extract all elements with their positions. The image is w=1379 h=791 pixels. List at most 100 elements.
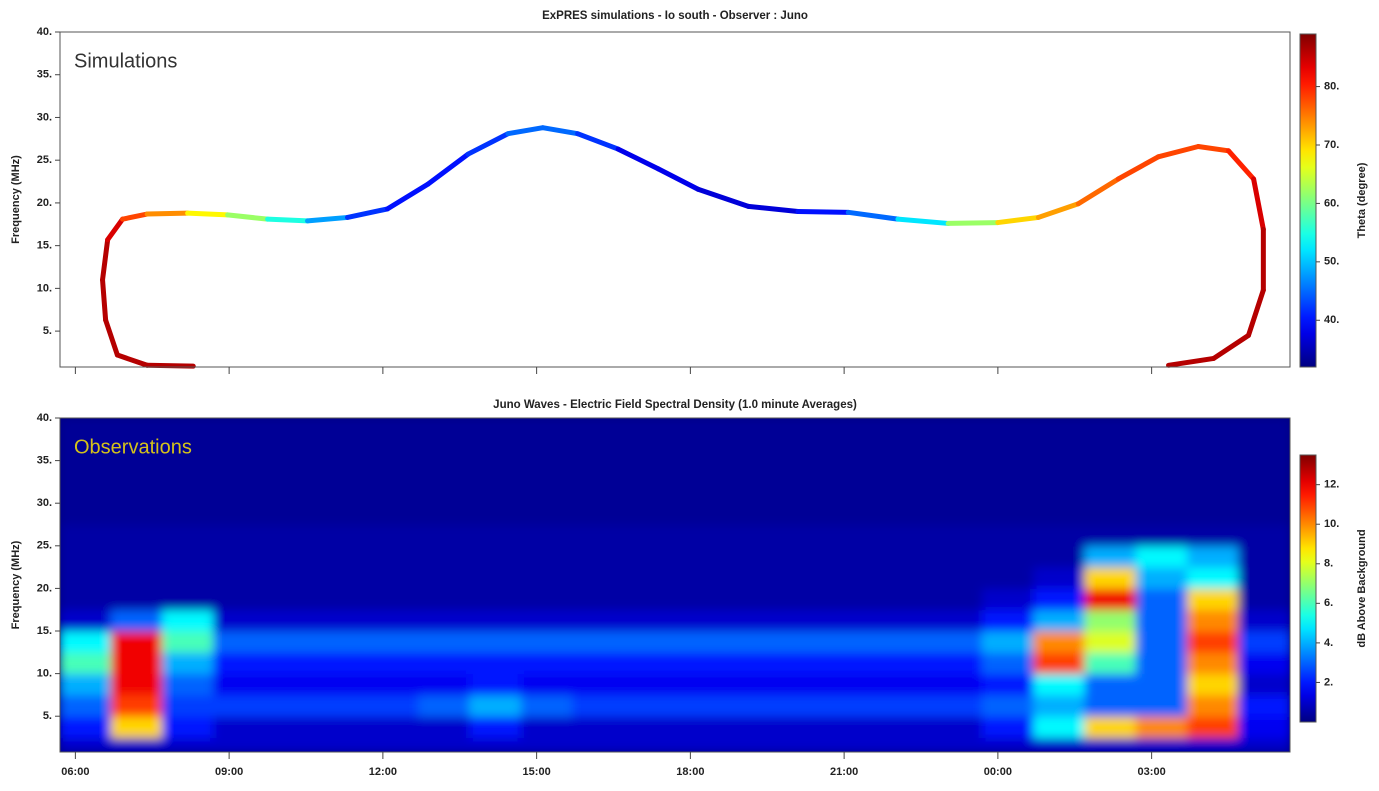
heatmap-cell: [264, 715, 317, 739]
heatmap-cell: [674, 673, 727, 696]
heatmap-cell: [982, 694, 1035, 717]
heatmap-cell: [264, 694, 317, 717]
heatmap-cell: [725, 566, 778, 589]
heatmap-cell: [520, 587, 573, 611]
heatmap-cell: [777, 460, 830, 483]
heatmap-cell: [1033, 438, 1086, 462]
heatmap-cell: [60, 630, 112, 653]
curve-segment: [100, 277, 109, 323]
heatmap-cell: [623, 524, 676, 547]
heatmap-cell: [674, 630, 727, 653]
heatmap-cell: [725, 715, 778, 739]
heatmap-cell: [725, 502, 778, 526]
heatmap-cell: [828, 630, 881, 653]
heatmap-cell: [367, 481, 420, 504]
heatmap-cell: [1084, 481, 1137, 504]
heatmap-cell: [162, 566, 215, 589]
heatmap-cell: [60, 460, 112, 483]
heatmap-cell: [110, 737, 163, 752]
heatmap-cell: [469, 673, 522, 696]
heatmap-cell: [1238, 737, 1290, 752]
heatmap-cell: [930, 545, 983, 568]
heatmap-cell: [674, 438, 727, 462]
heatmap-cell: [1084, 737, 1137, 752]
heatmap-cell: [469, 418, 522, 440]
heatmap-cell: [110, 481, 163, 504]
heatmap-cell: [1135, 460, 1188, 483]
heatmap-cell: [264, 481, 317, 504]
heatmap-cell: [1084, 545, 1137, 568]
curve-segment: [265, 216, 311, 224]
curve-segment: [105, 216, 126, 243]
heatmap-cell: [1238, 609, 1290, 632]
heatmap-cell: [1033, 481, 1086, 504]
heatmap-cell: [725, 673, 778, 696]
heatmap-cell: [1135, 737, 1188, 752]
heatmap-cell: [777, 737, 830, 752]
heatmap-cell: [60, 502, 112, 526]
heatmap-cell: [418, 651, 471, 675]
heatmap-cell: [623, 737, 676, 752]
y-tick-label: 30.: [37, 497, 52, 509]
heatmap-cell: [572, 694, 625, 717]
heatmap-cell: [930, 438, 983, 462]
heatmap-cell: [418, 481, 471, 504]
heatmap-cell: [1238, 630, 1290, 653]
heatmap-cell: [674, 545, 727, 568]
heatmap-cell: [674, 460, 727, 483]
heatmap-cells: [60, 418, 1290, 752]
heatmap-cell: [213, 694, 266, 717]
heatmap-cell: [982, 460, 1035, 483]
heatmap-cell: [1033, 651, 1086, 675]
heatmap-cell: [1033, 609, 1086, 632]
heatmap-cell: [60, 737, 112, 752]
heatmap-cell: [264, 609, 317, 632]
heatmap-cell: [264, 673, 317, 696]
heatmap-cell: [162, 418, 215, 440]
heatmap-cell: [777, 481, 830, 504]
heatmap-cell: [982, 609, 1035, 632]
heatmap-cell: [469, 587, 522, 611]
curve-segment: [144, 362, 196, 369]
y-tick-label: 40.: [37, 412, 52, 424]
heatmap-cell: [1135, 438, 1188, 462]
heatmap-cell: [162, 502, 215, 526]
heatmap-cell: [110, 502, 163, 526]
heatmap-cell: [315, 737, 368, 752]
heatmap-cell: [213, 737, 266, 752]
heatmap-cell: [315, 524, 368, 547]
y-tick-label: 20.: [37, 197, 52, 209]
heatmap-cell: [1135, 651, 1188, 675]
heatmap-cell: [1084, 715, 1137, 739]
heatmap-cell: [982, 737, 1035, 752]
heatmap-cell: [418, 715, 471, 739]
heatmap-cell: [520, 694, 573, 717]
heatmap-cell: [60, 587, 112, 611]
curve-segment: [505, 125, 546, 137]
heatmap-cell: [1135, 609, 1188, 632]
heatmap-cell: [60, 566, 112, 589]
heatmap-cell: [777, 418, 830, 440]
heatmap-cell: [930, 715, 983, 739]
heatmap-cell: [469, 715, 522, 739]
heatmap-cell: [623, 481, 676, 504]
curve-segment: [655, 166, 701, 192]
heatmap-cell: [930, 694, 983, 717]
heatmap-cell: [264, 587, 317, 611]
heatmap-cell: [60, 694, 112, 717]
heatmap-cell: [418, 694, 471, 717]
y-tick-label: 5.: [43, 710, 52, 722]
colorbar-tick-label: 70.: [1324, 139, 1339, 151]
heatmap-cell: [1033, 502, 1086, 526]
heatmap-cell: [469, 694, 522, 717]
heatmap-cell: [930, 460, 983, 483]
heatmap-cell: [982, 630, 1035, 653]
curve-segment: [425, 151, 471, 187]
colorbar: [1299, 454, 1317, 723]
heatmap-cell: [1238, 438, 1290, 462]
heatmap-cell: [1238, 460, 1290, 483]
heatmap-cell: [162, 651, 215, 675]
heatmap-cell: [315, 694, 368, 717]
heatmap-cell: [572, 418, 625, 440]
